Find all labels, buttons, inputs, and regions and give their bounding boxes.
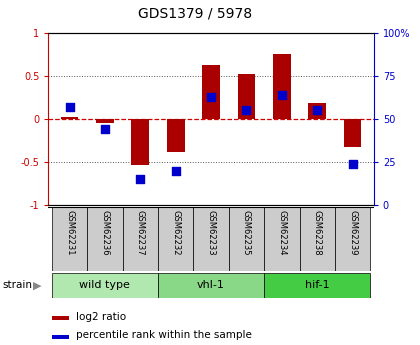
Bar: [96, 119, 114, 123]
Text: ▶: ▶: [33, 280, 41, 290]
Text: GSM62232: GSM62232: [171, 210, 180, 256]
Bar: [158, 207, 193, 271]
Point: [208, 94, 215, 99]
Point: [102, 127, 108, 132]
Text: GDS1379 / 5978: GDS1379 / 5978: [138, 7, 252, 21]
Text: vhl-1: vhl-1: [197, 280, 225, 290]
Text: GSM62238: GSM62238: [313, 210, 322, 256]
Text: hif-1: hif-1: [305, 280, 330, 290]
Bar: [344, 119, 362, 147]
Text: GSM62231: GSM62231: [65, 210, 74, 256]
Bar: [264, 273, 370, 298]
Text: GSM62237: GSM62237: [136, 210, 145, 256]
Text: GSM62239: GSM62239: [348, 210, 357, 256]
Bar: [202, 65, 220, 119]
Point: [172, 168, 179, 174]
Bar: [308, 104, 326, 119]
Point: [66, 104, 73, 110]
Point: [243, 108, 250, 113]
Point: [314, 108, 320, 113]
Bar: [264, 207, 299, 271]
Text: percentile rank within the sample: percentile rank within the sample: [76, 331, 252, 341]
Bar: [52, 273, 158, 298]
Bar: [299, 207, 335, 271]
Bar: [229, 207, 264, 271]
Bar: [167, 119, 184, 152]
Text: wild type: wild type: [79, 280, 130, 290]
Text: GSM62235: GSM62235: [242, 210, 251, 256]
Bar: [238, 74, 255, 119]
Point: [137, 177, 144, 182]
Text: log2 ratio: log2 ratio: [76, 312, 126, 322]
Bar: [335, 207, 370, 271]
Bar: [52, 316, 69, 319]
Point: [349, 161, 356, 167]
Point: [278, 92, 285, 98]
Bar: [52, 207, 87, 271]
Bar: [131, 119, 149, 165]
Bar: [52, 335, 69, 338]
Bar: [158, 273, 264, 298]
Bar: [273, 54, 291, 119]
Text: GSM62236: GSM62236: [100, 210, 109, 256]
Text: GSM62234: GSM62234: [277, 210, 286, 256]
Bar: [60, 117, 79, 119]
Text: strain: strain: [2, 280, 32, 290]
Bar: [193, 207, 229, 271]
Bar: [123, 207, 158, 271]
Text: GSM62233: GSM62233: [207, 210, 215, 256]
Bar: [87, 207, 123, 271]
